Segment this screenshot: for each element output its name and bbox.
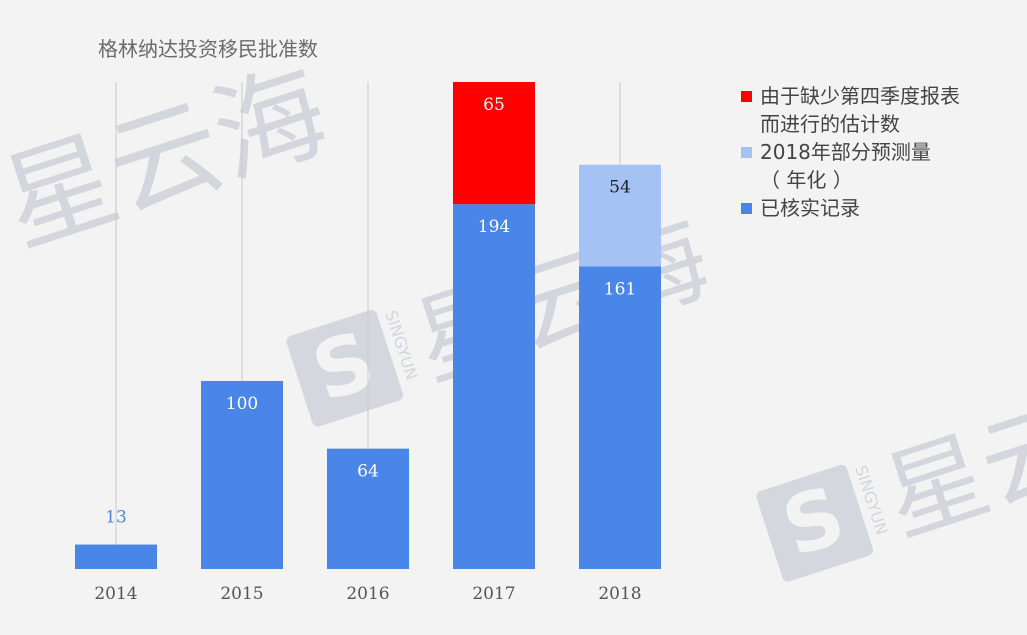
legend-label: 由于缺少第四季度报表 — [760, 84, 960, 108]
x-tick-label: 2016 — [346, 584, 389, 604]
bar-segment — [327, 448, 409, 569]
chart-title: 格林纳达投资移民批准数 — [98, 37, 318, 61]
data-label: 100 — [226, 394, 258, 414]
legend-label: 而进行的估计数 — [760, 112, 900, 136]
bar-segment — [579, 164, 661, 267]
x-tick-label: 2017 — [472, 584, 515, 604]
watermark-logo — [756, 464, 873, 582]
legend-swatch — [741, 203, 752, 214]
data-labels: 13 100 64 194 65 161 54 — [105, 95, 636, 528]
bar-segment — [201, 380, 283, 569]
bar-segment — [453, 204, 535, 569]
watermark-text: 星云海 — [0, 46, 342, 270]
watermark-logo — [286, 309, 403, 427]
x-tick-label: 2018 — [598, 584, 641, 604]
x-axis-ticks: 2014 2015 2016 2017 2018 — [94, 584, 641, 604]
data-label: 65 — [483, 95, 505, 115]
x-tick-label: 2015 — [220, 584, 263, 604]
x-tick-label: 2014 — [94, 584, 137, 604]
legend-swatch — [741, 91, 752, 102]
bar-segment — [75, 544, 157, 569]
watermark-text: 星云海 — [401, 199, 722, 403]
watermark-stamp: 星云海 — [0, 46, 342, 270]
legend-label: 已核实记录 — [760, 196, 860, 220]
bar-segment — [579, 266, 661, 569]
legend-label: （ 年化 ） — [760, 168, 853, 192]
watermark-text: 星云海 — [871, 354, 1027, 558]
data-label: 64 — [357, 462, 379, 482]
data-label: 54 — [609, 178, 631, 198]
bars — [75, 82, 661, 569]
legend-swatch — [741, 147, 752, 158]
data-label: 194 — [478, 217, 510, 237]
data-label: 13 — [105, 508, 127, 528]
data-label: 161 — [604, 279, 636, 299]
bar-segment — [453, 82, 535, 205]
legend-label: 2018年部分预测量 — [760, 140, 931, 164]
